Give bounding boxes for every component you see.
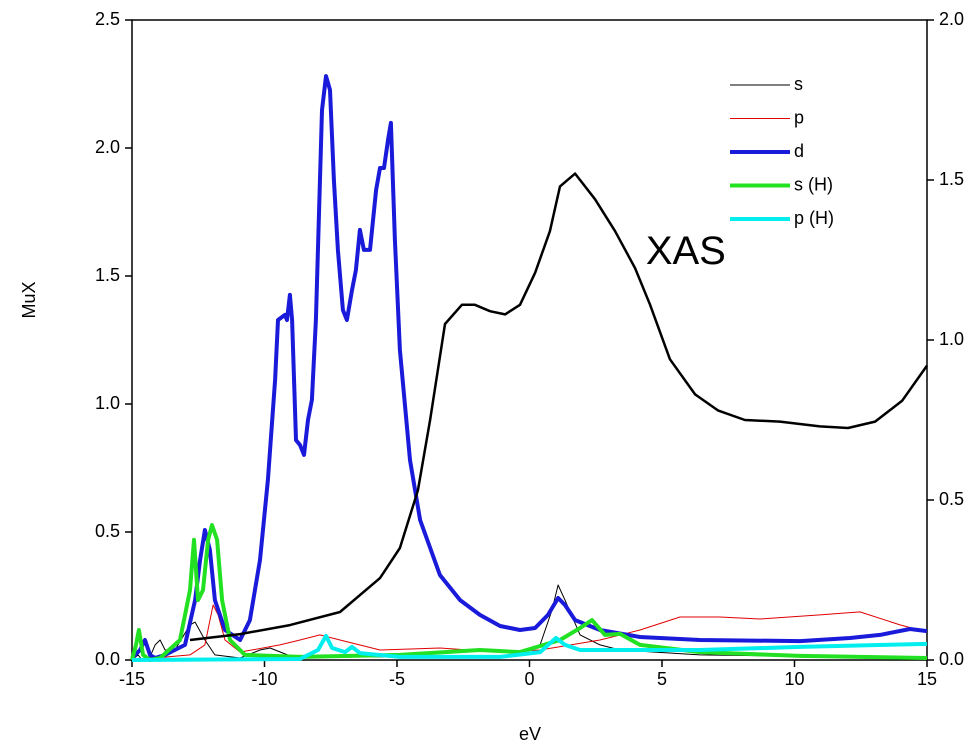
x-tick-label: 5 bbox=[657, 669, 667, 689]
y-axis-label: MuX bbox=[19, 281, 39, 318]
y-tick-label: 1.5 bbox=[95, 265, 120, 285]
x-tick-label: 10 bbox=[784, 669, 804, 689]
x-axis-label: eV bbox=[519, 724, 541, 744]
x-tick-label: -10 bbox=[251, 669, 277, 689]
x-tick-label: -5 bbox=[389, 669, 405, 689]
y2-tick-label: 0.5 bbox=[939, 489, 964, 509]
series-line bbox=[131, 633, 928, 662]
annotation: XAS bbox=[646, 229, 726, 273]
y-tick-label: 1.0 bbox=[95, 393, 120, 413]
y2-tick-label: 1.5 bbox=[939, 169, 964, 189]
legend-label: s bbox=[794, 74, 803, 94]
y-tick-label: 0.0 bbox=[95, 649, 120, 669]
y-tick-label: 2.5 bbox=[95, 9, 120, 29]
y2-tick-label: 0.0 bbox=[939, 649, 964, 669]
y2-tick-label: 2.0 bbox=[939, 9, 964, 29]
legend-label: d bbox=[794, 141, 804, 161]
plot-frame bbox=[131, 19, 928, 661]
x-tick-label: 15 bbox=[917, 669, 937, 689]
y-tick-label: 2.0 bbox=[95, 137, 120, 157]
legend-label: p bbox=[794, 107, 804, 127]
x-tick-label: 0 bbox=[524, 669, 534, 689]
x-tick-label: -15 bbox=[119, 669, 145, 689]
y-tick-label: 0.5 bbox=[95, 521, 120, 541]
series-line bbox=[189, 172, 929, 642]
y2-tick-label: 1.0 bbox=[939, 329, 964, 349]
series-line bbox=[130, 74, 928, 660]
legend-label: p (H) bbox=[794, 208, 834, 228]
legend-label: s (H) bbox=[794, 174, 833, 194]
